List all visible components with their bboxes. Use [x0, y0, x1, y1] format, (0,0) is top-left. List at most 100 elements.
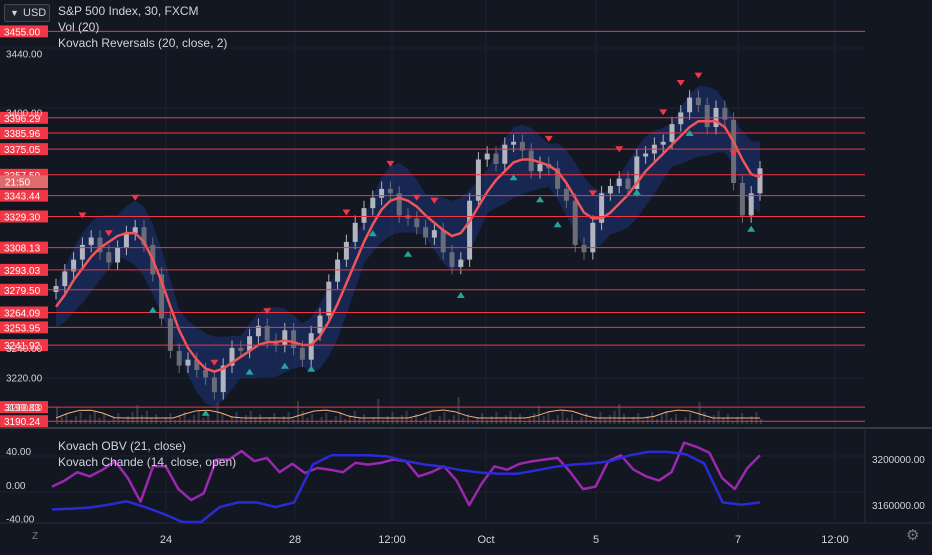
volume-bar — [367, 421, 370, 424]
candle-body — [607, 186, 613, 194]
price-tick-label: 3440.00 — [6, 50, 43, 61]
volume-bar — [216, 403, 219, 424]
candle-body — [687, 97, 693, 113]
candle-body — [141, 227, 147, 245]
reversal-price-label: 3241.92 — [4, 341, 41, 352]
volume-bar — [311, 414, 314, 424]
sell-marker — [263, 308, 272, 315]
volume-bar — [429, 413, 432, 424]
currency-selector[interactable]: ▼ USD — [4, 4, 50, 22]
volume-bar — [519, 414, 521, 424]
currency-label: USD — [23, 7, 47, 19]
zoom-button[interactable]: Z — [32, 531, 39, 542]
volume-bar — [363, 414, 366, 424]
reversal-price-label: 3308.13 — [4, 244, 41, 255]
sell-marker — [615, 146, 624, 153]
volume-bar — [745, 420, 748, 424]
candle-body — [194, 359, 200, 370]
volume-bar — [443, 412, 446, 424]
candle-body — [282, 330, 288, 345]
volume-bar — [315, 421, 318, 424]
candle-body — [159, 274, 165, 319]
candle-body — [79, 244, 85, 260]
volume-bar — [70, 420, 73, 424]
legend-chande[interactable]: Kovach Chande (14, close, open) — [58, 455, 237, 469]
time-tick-label: 12:00 — [821, 534, 849, 546]
volume-bar — [108, 421, 110, 424]
candle-body — [352, 222, 358, 242]
candle-body — [449, 252, 455, 267]
sell-marker — [131, 194, 140, 201]
candle-body — [643, 153, 649, 157]
reversal-price-label: 3293.03 — [4, 266, 41, 277]
volume-bar — [268, 417, 271, 424]
volume-bar — [226, 420, 229, 424]
candle-body — [475, 159, 481, 201]
volume-bar — [585, 413, 588, 424]
candle-body — [572, 200, 578, 245]
candle-body — [88, 237, 94, 245]
legend-volume[interactable]: Vol (20) — [58, 20, 100, 34]
volume-bar — [178, 416, 181, 424]
legend-obv[interactable]: Kovach OBV (21, close) — [58, 439, 187, 453]
candle-body — [739, 183, 745, 216]
buy-marker — [456, 292, 465, 298]
candle-body — [396, 193, 402, 216]
reversal-price-label: 3253.95 — [4, 323, 41, 334]
candle-body — [229, 348, 235, 366]
candle-body — [255, 325, 261, 337]
volume-bar — [504, 415, 507, 424]
volume-bar — [679, 421, 682, 424]
candle-body — [123, 233, 129, 248]
candle-body — [335, 259, 341, 282]
volume-bar — [348, 415, 351, 424]
reversal-price-label: 3343.44 — [4, 192, 41, 203]
legend-reversals[interactable]: Kovach Reversals (20, close, 2) — [58, 36, 228, 50]
volume-bar — [221, 413, 224, 424]
volume-bar — [377, 399, 380, 424]
candle-body — [185, 359, 191, 366]
volume-bar — [689, 413, 692, 424]
volume-bar — [278, 420, 281, 424]
volume-bar — [174, 420, 177, 424]
volume-bar — [93, 411, 96, 424]
volume-bar — [651, 412, 654, 424]
reversal-price-tag — [0, 306, 48, 319]
time-tick-label: 12:00 — [378, 534, 406, 546]
volume-bar — [476, 417, 479, 424]
candle-body — [502, 144, 508, 164]
buy-marker — [632, 188, 641, 195]
candle-body — [519, 141, 525, 151]
candle-body — [493, 153, 499, 164]
sell-marker — [676, 80, 685, 86]
volume-bar — [235, 412, 238, 424]
buy-marker — [404, 250, 412, 257]
candle-body — [625, 178, 631, 189]
volume-bar — [726, 414, 729, 424]
volume-bar — [103, 414, 106, 424]
volume-bar — [79, 412, 82, 424]
sell-marker — [588, 190, 597, 197]
volume-bar — [490, 416, 493, 424]
candle-body — [757, 168, 763, 194]
volume-bar — [183, 412, 186, 424]
volume-bar — [618, 404, 621, 424]
volume-bar — [608, 415, 611, 424]
candle-body — [634, 156, 640, 189]
volume-bar — [627, 421, 630, 424]
candle-body — [176, 350, 182, 366]
volume-bar — [155, 414, 158, 424]
volume-bar — [297, 401, 299, 424]
reversal-price-tag — [0, 321, 48, 334]
volume-bar — [382, 420, 384, 424]
volume-bar — [372, 417, 375, 424]
volume-bar — [571, 414, 573, 424]
reversal-price-label: 3279.50 — [4, 286, 41, 297]
reversal-price-label: 3190.24 — [4, 417, 41, 428]
volume-bar — [334, 416, 337, 424]
reversal-price-label: 3199.83 — [4, 403, 41, 414]
legend-main-title[interactable]: S&P 500 Index, 30, FXCM — [58, 4, 199, 18]
reversal-price-tag — [0, 401, 48, 414]
gear-icon[interactable]: ⚙ — [906, 527, 920, 544]
